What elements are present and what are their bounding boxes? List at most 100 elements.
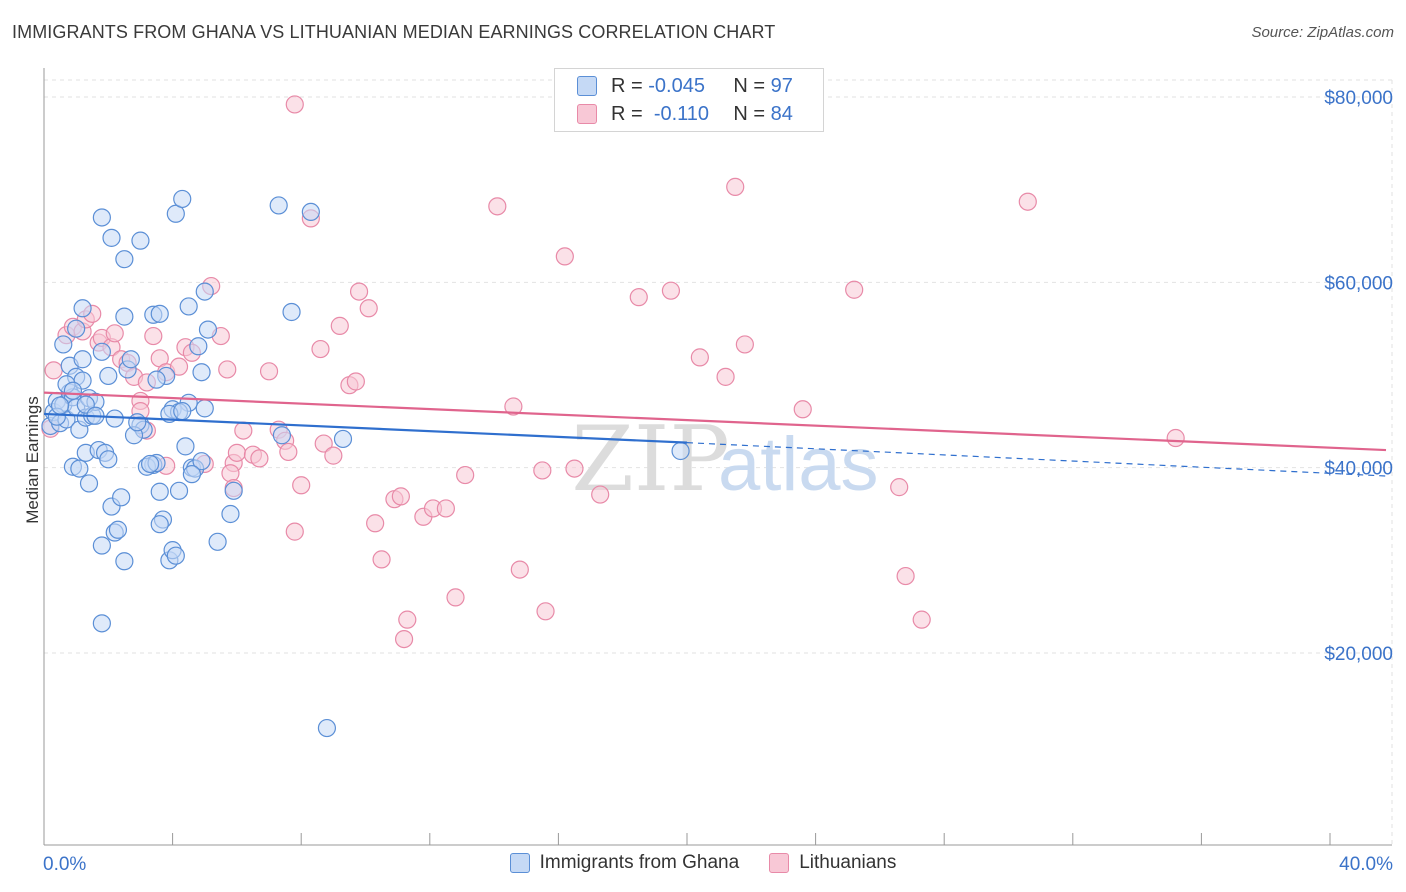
lithuanians-point <box>488 197 507 216</box>
lithuanians-point <box>221 464 240 483</box>
ghana-point <box>140 454 160 474</box>
y-axis-label: Median Earnings <box>23 396 42 524</box>
x-tick-label-min: 0.0% <box>43 854 86 875</box>
x-tick-label-max: 40.0% <box>1339 854 1393 875</box>
legend-n-value-ghana: 97 <box>770 74 793 97</box>
y-tick-labels: $20,000 $40,000 $60,000 $80,000 <box>1324 88 1393 665</box>
source-credit: Source: ZipAtlas.com <box>1251 24 1394 41</box>
ghana-point <box>150 515 169 534</box>
lithuanians-point <box>793 400 812 419</box>
lithuanians-point <box>565 459 584 478</box>
ghana-point <box>208 532 227 551</box>
legend-r-value-lithuanians: -0.110 <box>653 102 710 125</box>
ghana-point <box>92 536 111 555</box>
lithuanians-point <box>44 361 63 380</box>
ghana-point <box>195 282 214 301</box>
lithuanians-point <box>144 326 163 346</box>
lithuanians-point <box>218 360 237 379</box>
lithuanians-point <box>845 280 864 299</box>
series-legend-lithuanians: Lithuanians <box>769 852 896 874</box>
lithuanians-point <box>234 421 253 440</box>
lithuanians-points <box>41 95 1185 649</box>
lithuanians-point <box>285 522 304 541</box>
ghana-point <box>333 429 353 449</box>
legend-n-value-lithuanians: 84 <box>770 102 793 125</box>
lithuanians-point <box>349 282 369 301</box>
ghana-point <box>179 297 198 316</box>
ghana-point <box>269 196 288 215</box>
lithuanians-point <box>629 288 648 307</box>
lithuanians-point <box>890 478 909 497</box>
lithuanians-point <box>394 629 414 649</box>
lithuanians-point <box>716 367 735 386</box>
ghana-point <box>115 307 134 326</box>
chart-title: IMMIGRANTS FROM GHANA VS LITHUANIAN MEDI… <box>12 22 776 42</box>
ghana-point <box>121 350 140 369</box>
lithuanians-point <box>250 449 269 468</box>
ghana-point <box>92 208 111 227</box>
lithuanians-point <box>536 602 555 621</box>
lithuanians-point <box>314 434 333 453</box>
lithuanians-point <box>504 397 523 416</box>
lithuanians-point <box>726 177 745 196</box>
lithuanians-point <box>324 446 343 465</box>
ghana-point <box>150 304 169 323</box>
lithuanians-point <box>1166 428 1185 448</box>
lithuanians-point <box>591 485 610 504</box>
lithuanians-point <box>285 95 304 114</box>
series-swatch-ghana <box>509 853 530 873</box>
ghana-point <box>112 488 131 507</box>
ghana-point <box>92 614 111 633</box>
ghana-point <box>99 366 118 386</box>
series-swatch-lithuanians <box>769 853 790 873</box>
ghana-point <box>173 189 192 209</box>
ghana-point <box>317 718 337 738</box>
series-label-lithuanians: Lithuanians <box>799 852 897 873</box>
legend-n-label: N = <box>733 74 766 97</box>
ghana-point <box>99 450 118 469</box>
legend-r-value-ghana: -0.045 <box>648 74 705 97</box>
ghana-point <box>92 342 111 361</box>
lithuanians-point <box>259 362 279 381</box>
ghana-point <box>150 482 169 501</box>
watermark-atlas: atlas <box>718 422 879 507</box>
lithuanians-point <box>398 610 417 629</box>
y-tick-label: $80,000 <box>1324 88 1393 109</box>
lithuanians-point <box>366 514 385 533</box>
ghana-point <box>115 250 134 269</box>
lithuanians-point <box>446 588 465 607</box>
ghana-point <box>105 409 124 428</box>
y-tick-label: $20,000 <box>1324 644 1393 665</box>
lithuanians-point <box>735 335 754 354</box>
ghana-point <box>221 504 240 524</box>
lithuanians-point <box>661 281 681 300</box>
ghana-points <box>41 189 690 738</box>
ghana-trend-extension <box>686 442 1387 477</box>
lithuanians-point <box>227 443 246 462</box>
lithuanians-point <box>169 357 189 376</box>
legend-n-label: N = <box>733 102 766 125</box>
ghana-point <box>67 319 86 338</box>
ghana-point <box>671 441 690 461</box>
ghana-point <box>182 465 201 484</box>
legend-r-label: R = <box>611 74 643 97</box>
ghana-point <box>50 396 70 415</box>
lithuanians-point <box>105 324 124 343</box>
lithuanians-point <box>359 299 378 318</box>
legend-row-lithuanians: R = -0.110 N = 84 <box>577 101 793 127</box>
ghana-point <box>115 552 134 571</box>
ghana-point <box>108 520 128 539</box>
lithuanians-point <box>555 247 574 266</box>
lithuanians-point <box>456 465 475 485</box>
lithuanians-point <box>436 499 455 518</box>
ghana-point <box>272 426 292 445</box>
series-label-ghana: Immigrants from Ghana <box>539 852 740 873</box>
legend-r-label: R = <box>611 102 643 125</box>
ghana-point <box>166 546 185 565</box>
lithuanians-point <box>690 348 709 367</box>
ghana-point <box>189 337 208 356</box>
lithuanians-point <box>372 550 391 569</box>
ghana-point <box>73 350 92 369</box>
series-legend: Immigrants from Ghana Lithuanians <box>0 852 1406 874</box>
correlation-legend: R = -0.045 N = 97 R = -0.110 N = 84 <box>554 68 824 132</box>
